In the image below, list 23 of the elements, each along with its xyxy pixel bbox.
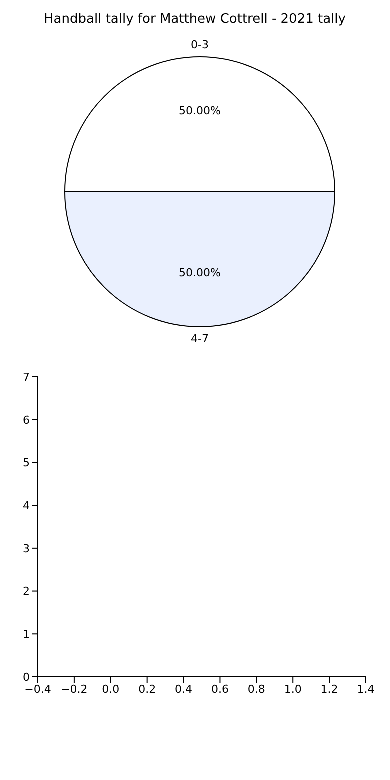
- slice-label: 4-7: [191, 332, 209, 346]
- y-tick-label: 7: [23, 370, 30, 384]
- y-tick-label: 4: [23, 499, 30, 512]
- y-tick-label: 1: [23, 628, 30, 642]
- x-tick-label: 1.4: [357, 682, 375, 696]
- x-tick-label: 1.0: [284, 682, 302, 696]
- x-tick-label: 1.2: [320, 682, 338, 696]
- y-tick-label: 3: [23, 542, 30, 556]
- x-tick-label: 0.2: [138, 682, 156, 696]
- x-tick-label: 0.6: [211, 682, 229, 696]
- y-tick-label: 5: [23, 456, 30, 470]
- x-tick-label: 0.8: [248, 682, 266, 696]
- slice-label: 0-3: [191, 38, 209, 52]
- x-tick-label: −0.4: [24, 682, 52, 696]
- data-label: 50.00%: [179, 266, 221, 280]
- x-tick-label: 0.0: [102, 682, 120, 696]
- x-tick-label: −0.2: [61, 682, 88, 696]
- chart-title: Handball tally for Matthew Cottrell - 2021 tally: [43, 12, 347, 27]
- y-tick-label: 6: [23, 414, 30, 427]
- y-tick-label: 2: [23, 585, 30, 598]
- x-tick-label: 0.4: [175, 682, 193, 696]
- y-tick-label: 0: [23, 670, 30, 684]
- data-label: 50.00%: [179, 104, 221, 118]
